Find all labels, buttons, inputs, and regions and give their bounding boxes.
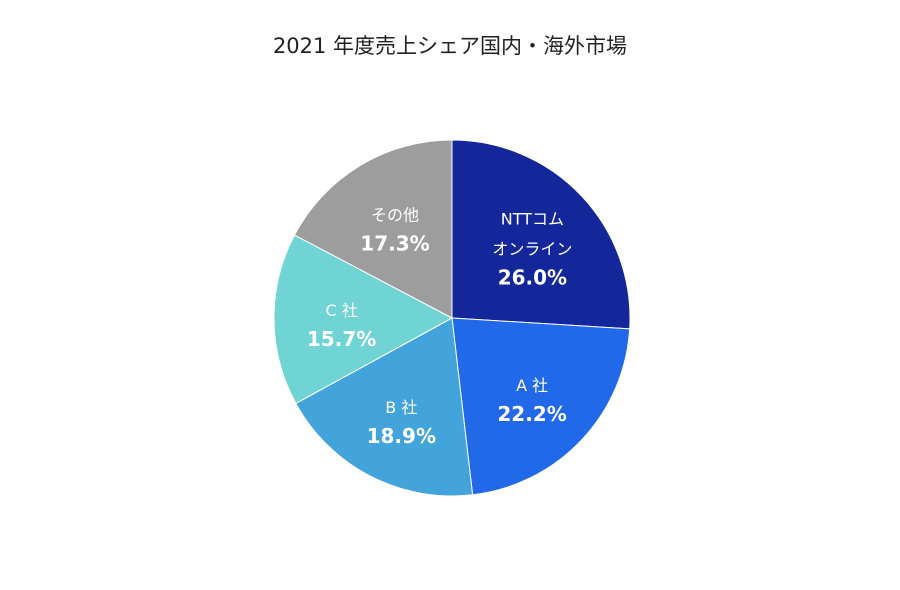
- slice-value-4: 17.3%: [360, 232, 429, 256]
- slice-label-0-line-0: NTTコム: [501, 209, 564, 228]
- pie-slice-4: [293, 139, 453, 319]
- pie-slices: [273, 139, 631, 497]
- slice-label-2-line-0: B 社: [385, 398, 417, 417]
- pie-slice-0: [451, 139, 631, 330]
- slice-value-0: 26.0%: [498, 265, 567, 289]
- pie-slice-1: [451, 317, 631, 496]
- pie-slice-3: [273, 234, 454, 405]
- slice-value-1: 22.2%: [497, 402, 566, 426]
- slice-label-0-line-1: オンライン: [492, 239, 572, 258]
- chart-title: 2021 年度売上シェア国内・海外市場: [272, 34, 628, 58]
- pie-slice-2: [295, 317, 474, 497]
- slice-value-3: 15.7%: [307, 327, 376, 351]
- slice-label-4-line-0: その他: [371, 206, 419, 225]
- slice-value-2: 18.9%: [367, 424, 436, 448]
- slice-label-3-line-0: C 社: [325, 301, 357, 320]
- slice-label-1-line-0: A 社: [516, 376, 548, 395]
